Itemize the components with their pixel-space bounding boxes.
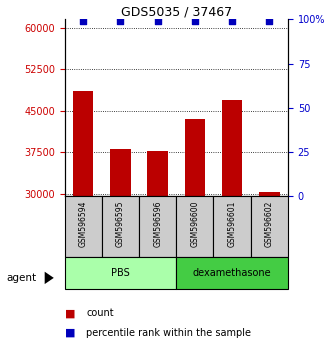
Bar: [222, 100, 242, 354]
Polygon shape: [45, 272, 54, 284]
Bar: [251, 196, 288, 257]
Bar: [110, 149, 131, 354]
Title: GDS5035 / 37467: GDS5035 / 37467: [121, 5, 232, 18]
Bar: [65, 196, 102, 257]
Point: [192, 18, 198, 24]
Bar: [102, 196, 139, 257]
Point: [118, 18, 123, 24]
Text: GSM596595: GSM596595: [116, 200, 125, 247]
Text: ■: ■: [65, 308, 75, 318]
Bar: [213, 196, 251, 257]
Bar: [176, 257, 288, 289]
Text: GSM596602: GSM596602: [265, 200, 274, 247]
Text: GSM596600: GSM596600: [190, 200, 199, 247]
Text: GSM596596: GSM596596: [153, 200, 162, 247]
Text: PBS: PBS: [111, 268, 130, 278]
Text: GSM596594: GSM596594: [79, 200, 88, 247]
Bar: [147, 150, 168, 354]
Text: GSM596601: GSM596601: [228, 200, 237, 247]
Bar: [65, 257, 176, 289]
Text: ■: ■: [65, 328, 75, 338]
Point: [155, 18, 160, 24]
Bar: [259, 192, 280, 354]
Bar: [176, 196, 213, 257]
Text: count: count: [86, 308, 114, 318]
Bar: [139, 196, 176, 257]
Bar: [73, 91, 93, 354]
Bar: [185, 119, 205, 354]
Text: agent: agent: [7, 273, 37, 283]
Point: [229, 18, 235, 24]
Point: [267, 18, 272, 24]
Point: [80, 18, 86, 24]
Text: dexamethasone: dexamethasone: [193, 268, 271, 278]
Text: percentile rank within the sample: percentile rank within the sample: [86, 328, 251, 338]
